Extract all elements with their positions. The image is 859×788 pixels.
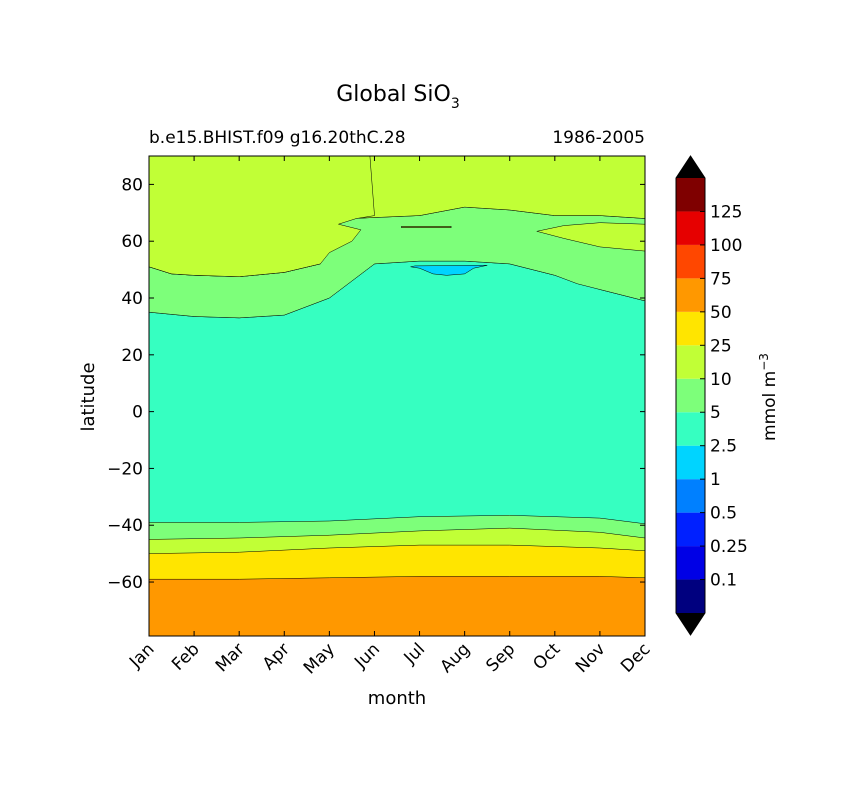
colorbar-segment [676, 178, 705, 212]
period-label: 1986-2005 [552, 128, 645, 148]
colorbar-segment [676, 579, 705, 613]
x-tick-label: Apr [259, 639, 294, 674]
colorbar-segment [676, 445, 705, 480]
colorbar-extend-over [676, 156, 705, 178]
chart-title: Global SiO3 [336, 82, 460, 112]
colorbar-tick-label: 0.1 [710, 571, 737, 591]
colorbar-segment [676, 479, 705, 513]
contour-sliver-65n [401, 226, 452, 228]
y-tick-label: 40 [121, 289, 143, 309]
colorbar-tick-label: 50 [710, 303, 732, 323]
colorbar-label-units: mmol m [760, 371, 780, 441]
colorbar-segment [676, 278, 705, 312]
colorbar-tick-label: 0.5 [710, 504, 737, 524]
colorbar-segment [676, 512, 705, 547]
y-tick-label: 60 [121, 232, 143, 252]
colorbar-extend-under [676, 613, 705, 635]
colorbar-tick-label: 75 [710, 269, 732, 289]
colorbar-segment [676, 378, 705, 413]
colorbar-segment [676, 244, 705, 279]
x-axis-label: month [368, 688, 426, 709]
y-tick-label: 0 [132, 403, 143, 423]
colorbar-segment [676, 546, 705, 580]
chart-title-subscript: 3 [451, 96, 460, 112]
chart-title-main: Global SiO [336, 82, 451, 107]
colorbar-segment [676, 345, 705, 379]
contour-region-arctic-west [149, 156, 375, 277]
x-tick-label: Jul [400, 639, 429, 668]
plot-frame [148, 155, 646, 637]
y-tick-label: −20 [107, 459, 143, 479]
colorbar-tick-label: 100 [710, 236, 742, 256]
colorbar-tick-label: 0.25 [710, 537, 748, 557]
x-tick-label: Aug [437, 639, 475, 677]
y-axis: 80 60 40 20 0 −20 −40 −60 [107, 175, 645, 593]
colorbar-label: mmol m−3 [757, 353, 780, 441]
y-tick-label: −60 [107, 573, 143, 593]
case-name-label: b.e15.BHIST.f09 g16.20thC.28 [149, 128, 406, 148]
x-tick-label: Jun [350, 639, 384, 673]
colorbar-tick-label: 1 [710, 470, 721, 490]
x-tick-label: Dec [617, 639, 654, 676]
y-tick-label: 80 [121, 175, 143, 195]
contour-region-north-pacific-patch [410, 265, 488, 276]
colorbar-tick-label: 2.5 [710, 437, 737, 457]
x-tick-label: May [300, 639, 339, 678]
x-tick-label: Jan [125, 639, 158, 672]
x-tick-label: Mar [212, 639, 249, 676]
colorbar-label-exponent: −3 [757, 353, 771, 371]
x-tick-label: Sep [482, 639, 519, 676]
colorbar-tick-label: 125 [710, 202, 742, 222]
colorbar-segment [676, 311, 705, 346]
y-tick-label: −40 [107, 516, 143, 536]
y-axis-label: latitude [78, 362, 99, 431]
colorbar-tick-label: 25 [710, 336, 732, 356]
x-tick-label: Nov [572, 639, 610, 677]
colorbar-segment [676, 412, 705, 446]
colorbar-tick-label: 10 [710, 370, 732, 390]
colorbar-tick-label: 5 [710, 403, 721, 423]
x-tick-label: Feb [168, 639, 203, 674]
colorbar: 0.1 0.25 0.5 1 2.5 5 10 25 50 75 100 125 [675, 155, 748, 636]
colorbar-segment [676, 211, 705, 245]
colorbar-frame [675, 155, 706, 636]
y-tick-label: 20 [121, 346, 143, 366]
x-tick-label: Oct [529, 639, 564, 674]
contour-region-arctic-east-lobe [536, 222, 645, 252]
plot-area [149, 156, 645, 636]
